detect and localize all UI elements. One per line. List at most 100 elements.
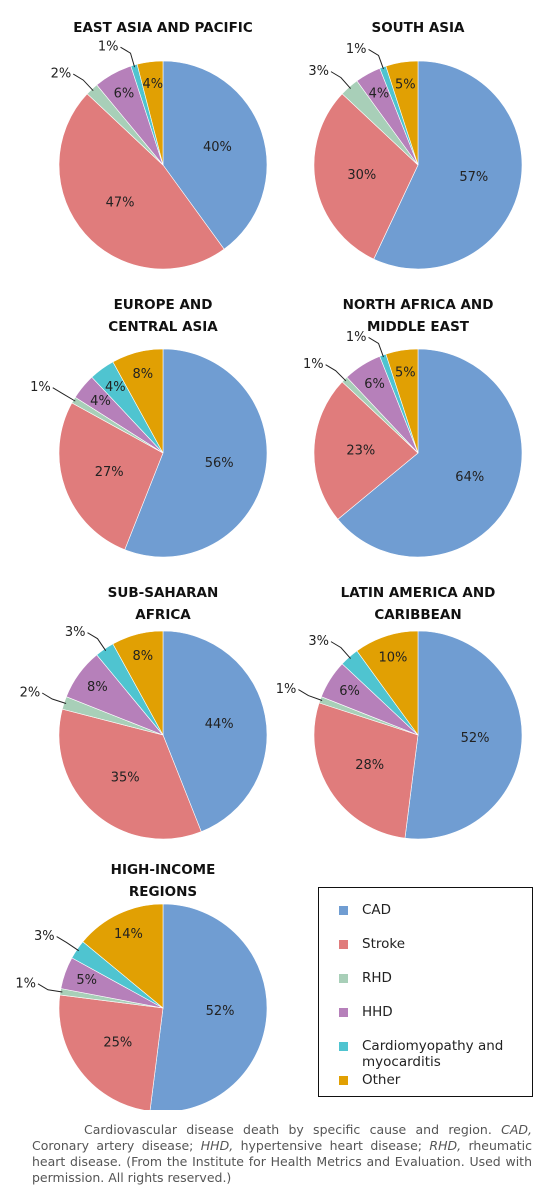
pie-slice (162, 630, 268, 833)
caption-abbr: HHD, (200, 1138, 234, 1153)
chart-title: SOUTH ASIA (371, 20, 465, 36)
legend-swatch (339, 1076, 348, 1085)
value-label: 52% (206, 1004, 235, 1019)
caption-abbr: CAD, (501, 1122, 532, 1137)
value-label: 44% (205, 717, 234, 732)
chart-title: MIDDLE EAST (367, 319, 470, 335)
pie-slice (58, 994, 164, 1110)
value-label: 8% (133, 367, 154, 382)
value-label: 1% (30, 380, 51, 395)
legend-swatch (339, 1042, 348, 1051)
leader-line (330, 71, 351, 89)
value-label: 3% (65, 625, 86, 640)
value-label: 2% (51, 67, 72, 82)
pie-slice (337, 348, 523, 558)
leader-line (325, 364, 347, 382)
legend: CAD Stroke RHD HHD Cardiomyopathy and myocar… (318, 887, 533, 1097)
value-label: 5% (395, 77, 416, 92)
pie-slice (58, 402, 164, 551)
leader-line (52, 387, 76, 402)
pie-slice (313, 93, 419, 260)
legend-label: HHD (362, 1004, 393, 1020)
pie-slice (162, 60, 268, 250)
legend-swatch (339, 940, 348, 949)
value-label: 4% (90, 394, 111, 409)
chart-title: LATIN AMERICA AND (341, 585, 496, 601)
chart-title: AFRICA (135, 607, 191, 623)
value-label: 1% (15, 976, 36, 991)
legend-label: Other (362, 1072, 401, 1088)
value-label: 1% (276, 682, 297, 697)
value-label: 2% (20, 686, 41, 701)
value-label: 23% (346, 444, 375, 459)
legend-swatch (339, 974, 348, 983)
legend-item: Cardiomyopathy and myocarditis (339, 1038, 524, 1072)
caption-text: Coronary artery disease; (32, 1138, 201, 1153)
pie-slice (58, 708, 202, 840)
pie-slice (356, 630, 419, 736)
value-label: 35% (111, 770, 140, 785)
chart-title: REGIONS (129, 884, 197, 900)
value-label: 5% (76, 973, 97, 988)
leader-line (298, 689, 323, 701)
value-label: 14% (114, 927, 143, 942)
legend-label: CAD (362, 902, 392, 918)
caption-text: hypertensive heart disease; (233, 1138, 430, 1153)
value-label: 6% (364, 377, 385, 392)
leader-line (41, 692, 67, 704)
leader-line (56, 936, 79, 952)
value-label: 4% (143, 77, 164, 92)
legend-swatch (339, 1008, 348, 1017)
value-label: 40% (203, 140, 232, 155)
legend-label: Stroke (362, 936, 406, 952)
pie-slice (313, 381, 419, 520)
value-label: 3% (34, 929, 55, 944)
pie-slice (136, 60, 164, 166)
pie-slice (112, 348, 164, 454)
value-label: 28% (355, 758, 384, 773)
value-label: 5% (395, 365, 416, 380)
leader-line (73, 73, 94, 92)
leader-line (87, 632, 107, 651)
pie-slice (149, 903, 268, 1110)
chart-title: EAST ASIA AND PACIFIC (73, 20, 253, 36)
value-label: 3% (308, 634, 329, 649)
pie-slice (313, 702, 419, 839)
legend-item: RHD (339, 970, 524, 1004)
pie-slice (385, 348, 419, 454)
pie-slice (373, 60, 523, 270)
legend-label: RHD (362, 970, 392, 986)
chart-title: EUROPE AND (114, 297, 213, 313)
legend-item: HHD (339, 1004, 524, 1038)
legend-item: Other (339, 1072, 524, 1106)
value-label: 8% (133, 649, 154, 664)
caption-text: Cardiovascular disease death by specific… (84, 1122, 502, 1137)
chart-title: SUB-SAHARAN (108, 585, 219, 601)
value-label: 6% (339, 684, 360, 699)
leader-line (330, 641, 351, 659)
value-label: 56% (205, 456, 234, 471)
pie-slice (385, 60, 419, 166)
legend-swatch (339, 906, 348, 915)
value-label: 1% (98, 40, 119, 55)
value-label: 52% (461, 731, 490, 746)
value-label: 27% (95, 465, 124, 480)
legend-item: Stroke (339, 936, 524, 970)
value-label: 1% (346, 330, 367, 345)
caption-abbr: RHD, (429, 1138, 462, 1153)
legend-item: CAD (339, 902, 524, 936)
chart-title: HIGH-INCOME (111, 862, 216, 878)
value-label: 6% (114, 86, 135, 101)
charts: EAST ASIA AND PACIFIC 40% 47% 2% 6% 1% 4% SOUTH… (15, 20, 523, 1110)
value-label: 1% (346, 42, 367, 57)
chart-title: NORTH AFRICA AND (343, 297, 494, 313)
value-label: 10% (378, 650, 407, 665)
caption-text: rheumatic heart disease. (From the Insti… (32, 1138, 532, 1185)
leader-line (368, 48, 384, 70)
pie-slice (112, 630, 164, 736)
value-label: 57% (459, 170, 488, 185)
pie-slice (58, 93, 225, 270)
value-label: 64% (455, 470, 484, 485)
value-label: 4% (105, 380, 126, 395)
pie-slice (82, 903, 164, 1009)
